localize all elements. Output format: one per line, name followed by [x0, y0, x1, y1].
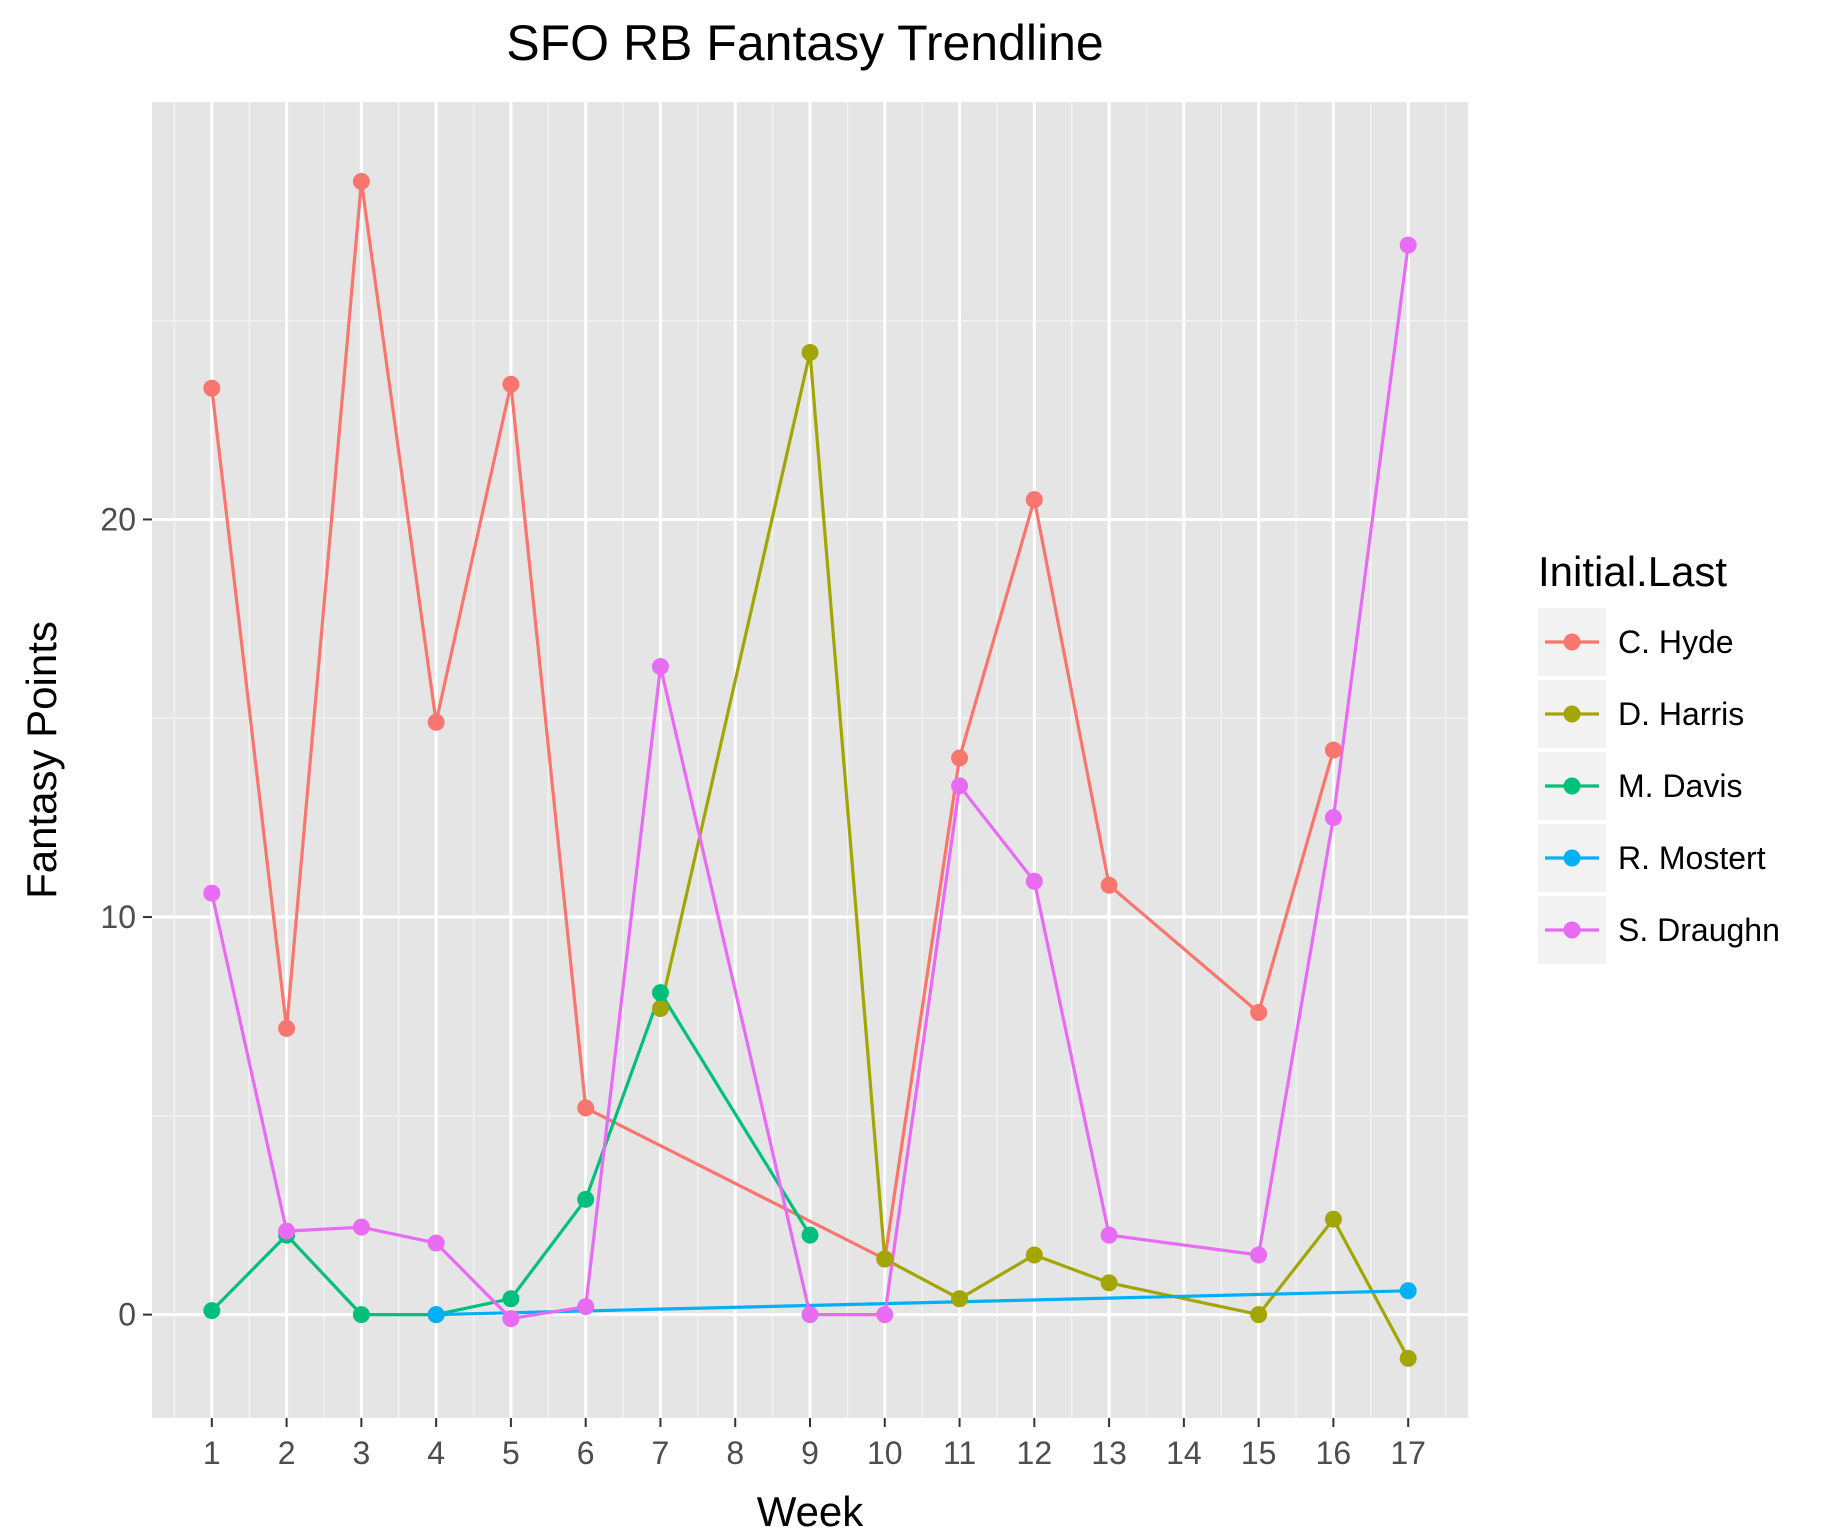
- data-point: [502, 1310, 520, 1328]
- data-point: [651, 984, 669, 1002]
- x-tick-label: 9: [801, 1435, 819, 1471]
- y-tick-label: 0: [118, 1297, 136, 1333]
- legend-label: S. Draughn: [1618, 912, 1780, 948]
- x-tick-label: 8: [726, 1435, 744, 1471]
- data-point: [502, 375, 520, 393]
- data-point: [801, 343, 819, 361]
- legend-key-point: [1563, 705, 1581, 723]
- data-point: [203, 1302, 221, 1320]
- legend-key-point: [1563, 921, 1581, 939]
- data-point: [1324, 741, 1342, 759]
- data-point: [801, 1226, 819, 1244]
- data-point: [801, 1306, 819, 1324]
- data-point: [876, 1306, 894, 1324]
- y-axis: 0 10 20: [100, 501, 152, 1333]
- data-point: [502, 1290, 520, 1308]
- data-point: [1250, 1003, 1268, 1021]
- legend-key-point: [1563, 777, 1581, 795]
- data-point: [1399, 236, 1417, 254]
- data-point: [427, 1234, 445, 1252]
- legend-label: C. Hyde: [1618, 624, 1734, 660]
- x-tick-label: 5: [502, 1435, 520, 1471]
- data-point: [1250, 1246, 1268, 1264]
- data-point: [577, 1099, 595, 1117]
- data-point: [951, 1290, 969, 1308]
- data-point: [352, 173, 370, 191]
- x-tick-label: 17: [1390, 1435, 1426, 1471]
- data-point: [1399, 1282, 1417, 1300]
- x-tick-label: 15: [1241, 1435, 1277, 1471]
- data-point: [651, 999, 669, 1017]
- data-point: [352, 1306, 370, 1324]
- x-tick-label: 11: [943, 1435, 976, 1471]
- x-tick-label: 16: [1316, 1435, 1352, 1471]
- x-tick-label: 12: [1017, 1435, 1053, 1471]
- data-point: [278, 1222, 296, 1240]
- data-point: [427, 1306, 445, 1324]
- y-tick-label: 10: [100, 899, 136, 935]
- minor-gridlines: [152, 102, 1468, 1418]
- series-points: [203, 173, 1417, 1367]
- y-axis-title: Fantasy Points: [18, 621, 65, 899]
- x-tick-label: 2: [278, 1435, 296, 1471]
- data-point: [352, 1218, 370, 1236]
- data-point: [1324, 1210, 1342, 1228]
- series-line: [436, 1289, 1409, 1317]
- data-point: [1100, 876, 1118, 894]
- data-point: [1100, 1274, 1118, 1292]
- data-point: [203, 379, 221, 397]
- x-tick-label: 10: [867, 1435, 903, 1471]
- legend-key-point: [1563, 849, 1581, 867]
- y-tick-label: 20: [100, 501, 136, 537]
- data-point: [651, 658, 669, 676]
- legend: Initial.Last C. Hyde D. Harris M. Davis R. …: [1538, 548, 1780, 964]
- data-point: [278, 1019, 296, 1037]
- legend-label: D. Harris: [1618, 696, 1744, 732]
- data-point: [951, 749, 969, 767]
- data-point: [1025, 872, 1043, 890]
- data-point: [1025, 491, 1043, 509]
- data-point: [951, 777, 969, 795]
- data-point: [203, 884, 221, 902]
- data-point: [577, 1190, 595, 1208]
- data-point: [876, 1250, 894, 1268]
- x-tick-label: 13: [1091, 1435, 1127, 1471]
- data-point: [1100, 1226, 1118, 1244]
- legend-title: Initial.Last: [1538, 548, 1727, 595]
- x-tick-label: 6: [577, 1435, 595, 1471]
- series-line: [210, 179, 1335, 1261]
- chart-title: SFO RB Fantasy Trendline: [506, 15, 1103, 71]
- data-point: [1250, 1306, 1268, 1324]
- x-axis: 1 2 3 4 5 6 7 8 9 10 11 12 13 14 15 16 17: [203, 1418, 1426, 1471]
- legend-key-point: [1563, 633, 1581, 651]
- x-tick-label: 3: [352, 1435, 370, 1471]
- series-line: [210, 990, 812, 1317]
- data-point: [1399, 1349, 1417, 1367]
- x-tick-label: 7: [652, 1435, 670, 1471]
- data-point: [427, 713, 445, 731]
- x-tick-label: 14: [1166, 1435, 1202, 1471]
- x-tick-label: 1: [203, 1435, 221, 1471]
- data-point: [1324, 809, 1342, 827]
- x-axis-title: Week: [757, 1488, 865, 1533]
- legend-label: R. Mostert: [1618, 840, 1766, 876]
- legend-label: M. Davis: [1618, 768, 1742, 804]
- x-tick-label: 4: [427, 1435, 445, 1471]
- data-point: [1025, 1246, 1043, 1264]
- data-point: [577, 1298, 595, 1316]
